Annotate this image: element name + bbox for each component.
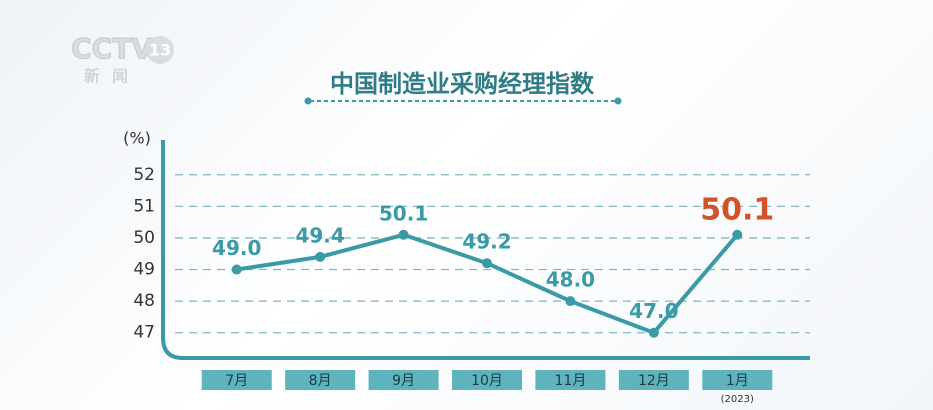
x-tick-label: 9月 xyxy=(392,373,415,389)
x-tick-label: 11月 xyxy=(555,373,587,389)
point xyxy=(315,251,326,262)
y-tick-label: 47 xyxy=(133,323,155,343)
point xyxy=(732,229,743,240)
x-tick-box xyxy=(368,370,439,390)
point xyxy=(482,258,492,269)
x-tick-box xyxy=(452,370,522,390)
logo-name: 新闻 xyxy=(84,67,140,86)
axis xyxy=(161,140,810,360)
y-tick-label: 49 xyxy=(133,260,155,280)
point xyxy=(231,264,242,275)
logo-channel: 13 xyxy=(149,41,171,60)
y-axis-label: (%) xyxy=(123,129,151,148)
y-tick-label: 51 xyxy=(133,196,155,216)
x-tick-label: 8月 xyxy=(309,373,332,389)
chart-title: 中国制造业采购经理指数 xyxy=(330,70,595,98)
value-label: 50.1 xyxy=(379,201,428,225)
x-tick-label: 12月 xyxy=(638,373,670,389)
x-tick-box xyxy=(201,370,272,390)
value-label: 49.4 xyxy=(295,223,344,247)
value-label: 48.0 xyxy=(546,268,595,292)
logo-brand: CCTV xyxy=(71,32,153,65)
x-tick-label: 1月 xyxy=(726,373,749,389)
y-tick-label: 50 xyxy=(133,228,155,248)
title-dot xyxy=(614,97,622,105)
logo-badge xyxy=(146,36,174,64)
point xyxy=(398,229,409,240)
value-label: 47.0 xyxy=(629,299,678,323)
x-tick-box xyxy=(618,370,689,390)
x-tick-box xyxy=(702,370,773,390)
title-dot xyxy=(304,97,312,105)
point xyxy=(565,296,576,307)
x-tick-label: 10月 xyxy=(471,373,503,389)
y-tick-label: 48 xyxy=(133,291,155,311)
value-label: 50.1 xyxy=(700,192,774,227)
point xyxy=(648,327,659,338)
x-annotation: (2023) xyxy=(721,394,754,405)
value-label: 49.2 xyxy=(462,230,511,254)
x-tick-box xyxy=(285,370,356,390)
x-tick-box xyxy=(535,370,606,390)
value-label: 49.0 xyxy=(212,236,261,260)
y-tick-label: 52 xyxy=(133,165,155,185)
x-tick-label: 7月 xyxy=(225,373,248,389)
